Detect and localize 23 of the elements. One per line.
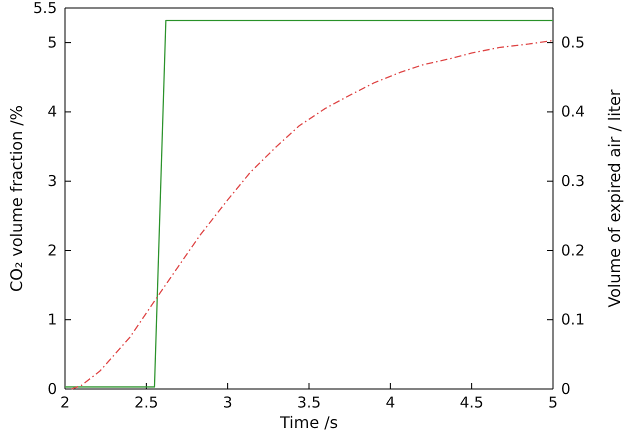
x-tick-label: 3 bbox=[222, 394, 232, 412]
y2-tick-label: 0 bbox=[561, 380, 571, 398]
y-tick-label: 3 bbox=[47, 172, 57, 190]
x-tick-label: 4 bbox=[386, 394, 396, 412]
y-tick-label: 2 bbox=[47, 241, 57, 260]
y-tick-label: 0 bbox=[47, 380, 57, 398]
y2-tick-label: 0.5 bbox=[561, 33, 585, 52]
y2-tick-label: 0.2 bbox=[561, 241, 585, 260]
x-tick-label: 4.5 bbox=[460, 394, 484, 412]
y2-axis-title: Volume of expired air / liter bbox=[605, 89, 624, 308]
y2-tick-label: 0.3 bbox=[561, 172, 585, 190]
x-tick-label: 3.5 bbox=[297, 394, 321, 412]
y-tick-label: 4 bbox=[47, 102, 57, 121]
x-tick-label: 2 bbox=[60, 394, 70, 412]
y-tick-label: 5 bbox=[47, 33, 57, 52]
y-tick-label: 1 bbox=[47, 310, 57, 329]
y-tick-label: 5.5 bbox=[33, 0, 57, 17]
x-tick-label: 5 bbox=[548, 394, 558, 412]
y2-tick-label: 0.1 bbox=[561, 310, 585, 329]
x-tick-label: 2.5 bbox=[134, 394, 158, 412]
y-axis-title: CO₂ volume fraction /% bbox=[7, 105, 26, 292]
y2-tick-label: 0.4 bbox=[561, 102, 585, 121]
x-axis-title: Time /s bbox=[279, 413, 338, 432]
